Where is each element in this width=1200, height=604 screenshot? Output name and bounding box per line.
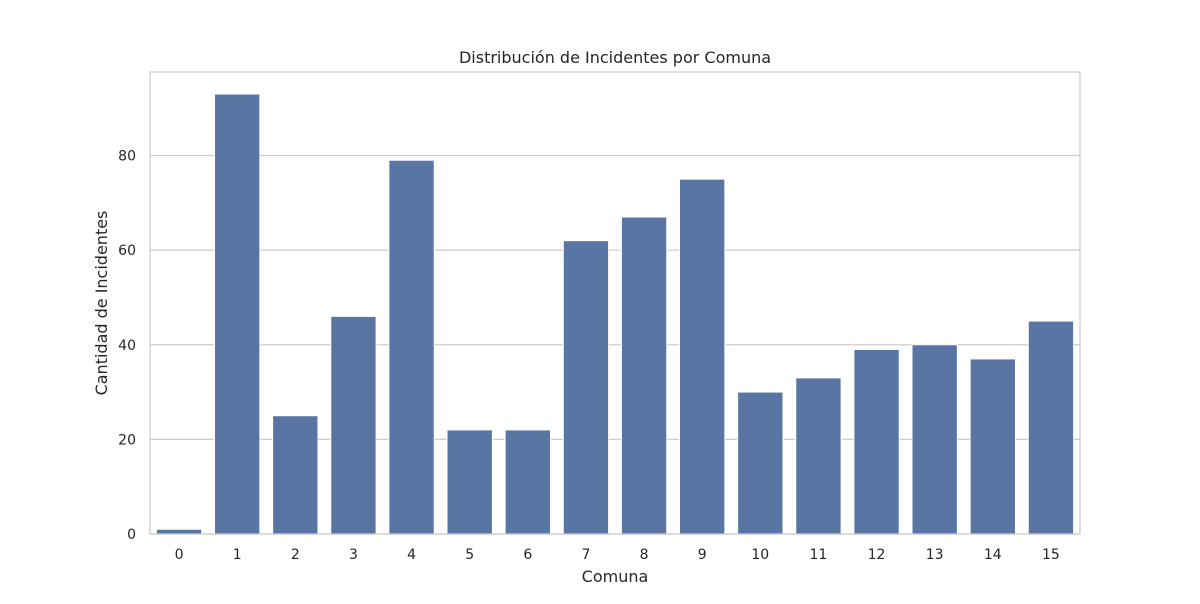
x-tick-label: 0	[175, 547, 184, 563]
x-tick-label: 5	[465, 547, 474, 563]
bar-comuna-2	[272, 415, 319, 535]
x-tick-label: 3	[349, 547, 358, 563]
x-tick-label: 15	[1042, 547, 1060, 563]
chart-title: Distribución de Incidentes por Comuna	[459, 48, 771, 67]
x-tick-label: 1	[233, 547, 242, 563]
bar-comuna-8	[620, 216, 668, 535]
y-tick-label: 60	[118, 243, 136, 259]
bar-comuna-12	[853, 348, 900, 535]
x-axis-ticks: 0 1 2 3 4 5 6 7 8 9 10 11 12 13 14 15	[175, 547, 1060, 563]
bar-comuna-13	[911, 344, 958, 535]
x-tick-label: 2	[291, 547, 300, 563]
bar-comuna-0	[155, 528, 203, 535]
y-tick-label: 20	[118, 432, 136, 448]
x-axis-label: Comuna	[582, 567, 649, 586]
bar-comuna-6	[504, 429, 551, 535]
bar-comuna-3	[330, 315, 377, 535]
bar-comuna-7	[562, 240, 610, 535]
bar-comuna-11	[795, 377, 842, 535]
bar-comuna-1	[214, 93, 261, 535]
plot-frame	[149, 71, 1081, 535]
y-tick-label: 80	[118, 149, 136, 165]
x-tick-label: 4	[407, 547, 416, 563]
x-tick-label: 6	[523, 547, 532, 563]
x-tick-label: 12	[868, 547, 886, 563]
bar-comuna-15	[1027, 320, 1075, 535]
y-axis-ticks: 0 20 40 60 80	[118, 149, 136, 543]
y-axis-label: Cantidad de Incidentes	[92, 211, 111, 396]
bars	[155, 93, 1075, 535]
x-tick-label: 10	[751, 547, 769, 563]
bar-comuna-9	[679, 178, 726, 535]
bar-comuna-5	[446, 429, 493, 535]
bar-comuna-4	[388, 159, 435, 535]
x-tick-label: 11	[810, 547, 828, 563]
bar-comuna-14	[969, 358, 1016, 535]
x-tick-label: 14	[984, 547, 1002, 563]
y-tick-label: 40	[118, 338, 136, 354]
x-tick-label: 9	[698, 547, 707, 563]
y-tick-label: 0	[127, 527, 136, 543]
bar-comuna-10	[737, 391, 784, 535]
x-tick-label: 7	[581, 547, 590, 563]
x-tick-label: 13	[926, 547, 944, 563]
x-tick-label: 8	[640, 547, 649, 563]
